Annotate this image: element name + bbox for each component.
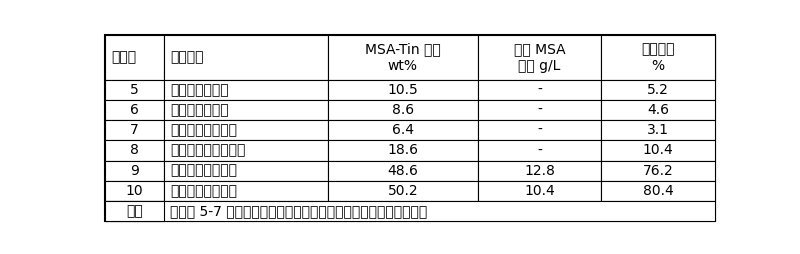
Text: 7: 7 (130, 123, 139, 137)
Text: 备注: 备注 (126, 204, 143, 218)
Text: MSA-Tin 浓度
wt%: MSA-Tin 浓度 wt% (365, 42, 441, 73)
Text: 全氟磺酸型阳离子膜: 全氟磺酸型阳离子膜 (170, 144, 246, 157)
Text: 酰胺型阳离子膜膜: 酰胺型阳离子膜膜 (170, 123, 237, 137)
Text: 10: 10 (126, 184, 143, 198)
Text: 18.6: 18.6 (387, 144, 418, 157)
Bar (164, 80, 328, 100)
Text: 4.6: 4.6 (647, 103, 670, 117)
Text: 12.8: 12.8 (524, 164, 555, 178)
Text: 10.5: 10.5 (387, 83, 418, 97)
Bar (478, 161, 602, 181)
Bar (105, 140, 164, 161)
Bar (478, 120, 602, 140)
Text: 电流效率
%: 电流效率 % (642, 42, 675, 73)
Text: 6: 6 (130, 103, 139, 117)
Bar (105, 181, 164, 201)
Text: -: - (537, 123, 542, 137)
Bar (328, 35, 478, 80)
Text: -: - (537, 83, 542, 97)
Text: 50.2: 50.2 (387, 184, 418, 198)
Text: 羧酸性阳离子膜: 羧酸性阳离子膜 (170, 103, 229, 117)
Bar (105, 35, 715, 80)
Bar (602, 181, 715, 201)
Text: 实施例: 实施例 (111, 51, 136, 65)
Bar (105, 35, 164, 80)
Text: 磺酸型阳离子膜: 磺酸型阳离子膜 (170, 83, 229, 97)
Bar (164, 35, 328, 80)
Text: 5.2: 5.2 (647, 83, 669, 97)
Bar (602, 80, 715, 100)
Bar (164, 100, 328, 120)
Text: 隔膜材料: 隔膜材料 (170, 51, 204, 65)
Bar (602, 140, 715, 161)
Bar (478, 100, 602, 120)
Bar (105, 80, 164, 100)
Bar (328, 181, 478, 201)
Bar (478, 181, 602, 201)
Text: 5: 5 (130, 83, 139, 97)
Text: 游离 MSA
浓度 g/L: 游离 MSA 浓度 g/L (514, 42, 566, 73)
Bar (602, 35, 715, 80)
Text: -: - (537, 103, 542, 117)
Bar (602, 120, 715, 140)
Bar (602, 100, 715, 120)
Bar (328, 161, 478, 181)
Bar (328, 100, 478, 120)
Text: 8: 8 (130, 144, 139, 157)
Text: 48.6: 48.6 (387, 164, 418, 178)
Text: 3.1: 3.1 (647, 123, 670, 137)
Bar (602, 161, 715, 181)
Bar (105, 201, 164, 221)
Bar (164, 120, 328, 140)
Bar (105, 161, 164, 181)
Bar (164, 181, 328, 201)
Text: 80.4: 80.4 (643, 184, 674, 198)
Text: 76.2: 76.2 (643, 164, 674, 178)
Bar (105, 120, 164, 140)
Text: 9: 9 (130, 164, 139, 178)
Bar (328, 140, 478, 161)
Text: 6.4: 6.4 (392, 123, 414, 137)
Text: 10.4: 10.4 (643, 144, 674, 157)
Bar (478, 35, 602, 80)
Bar (105, 201, 715, 221)
Text: 季胺盐型阴离子膜: 季胺盐型阴离子膜 (170, 164, 237, 178)
Text: -: - (537, 144, 542, 157)
Bar (164, 140, 328, 161)
Text: 实施例 5-7 电解终点，为按以甲基磺酸计算完全电解的理论终点。: 实施例 5-7 电解终点，为按以甲基磺酸计算完全电解的理论终点。 (170, 204, 427, 218)
Bar (478, 140, 602, 161)
Bar (164, 161, 328, 181)
Text: 8.6: 8.6 (392, 103, 414, 117)
Bar (328, 120, 478, 140)
Bar (105, 100, 164, 120)
Text: 仲胺盐型阴离子膜: 仲胺盐型阴离子膜 (170, 184, 237, 198)
Text: 10.4: 10.4 (524, 184, 555, 198)
Bar (478, 80, 602, 100)
Bar (328, 80, 478, 100)
